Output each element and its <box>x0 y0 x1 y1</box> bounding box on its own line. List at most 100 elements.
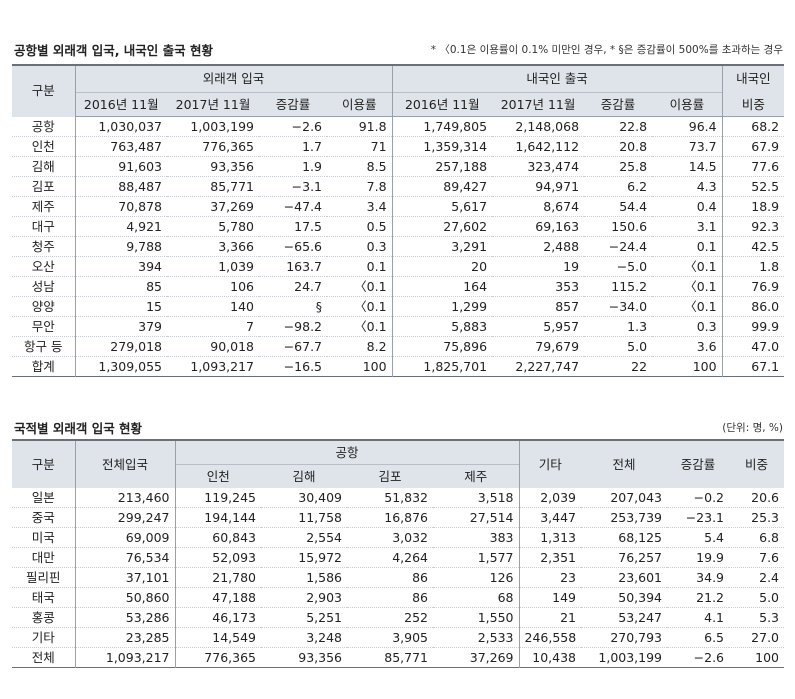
table-cell: 16,876 <box>347 507 433 528</box>
header-share: 비중 <box>729 440 785 488</box>
table-cell: 253,739 <box>581 507 668 528</box>
table-cell: −3.1 <box>259 176 327 197</box>
table-cell: 17.5 <box>259 216 327 237</box>
table-cell: 0.4 <box>652 196 723 217</box>
table-cell: −2.6 <box>259 116 327 137</box>
row-label: 미국 <box>12 527 75 548</box>
table-cell: 6.2 <box>584 176 653 197</box>
table-row: 일본 213,460 119,245 30,409 51,832 3,518 2,039 20… <box>12 488 785 508</box>
table-cell: 5.0 <box>584 336 653 357</box>
table-cell: 1,003,199 <box>167 116 259 137</box>
row-label: 제주 <box>12 196 75 217</box>
header-sub: 2016년 11월 <box>74 92 167 117</box>
row-label: 청주 <box>12 236 75 257</box>
table-cell: 1,093,217 <box>74 647 175 668</box>
table-cell: 213,460 <box>74 488 175 508</box>
table-cell: 2,488 <box>492 236 585 257</box>
table-cell: 7 <box>167 316 259 337</box>
table-cell: 857 <box>492 296 585 317</box>
table-cell: 5.3 <box>729 607 785 628</box>
table-cell: 1.3 <box>584 316 653 337</box>
table-cell: −65.6 <box>259 236 327 257</box>
table-cell: 353 <box>492 276 585 297</box>
table-row: 오산 394 1,039 163.7 0.1 20 19 −5.0 〈0.1 1.8 <box>12 256 785 277</box>
table-cell: 11,758 <box>261 507 347 528</box>
table-cell: 5,617 <box>391 196 493 217</box>
table-cell: 776,365 <box>174 647 261 668</box>
table-cell: 8.5 <box>327 156 393 177</box>
table-cell: 85,771 <box>167 176 259 197</box>
table-cell: 150.6 <box>584 216 653 237</box>
table-cell: 1,550 <box>433 607 520 628</box>
table-cell: 1,313 <box>518 527 582 548</box>
table-cell: 〈0.1 <box>652 256 723 277</box>
table-cell: 126 <box>433 567 520 588</box>
table-cell: 23,601 <box>581 567 668 588</box>
table-cell: 50,860 <box>74 587 175 608</box>
table-cell: 22.8 <box>584 116 653 137</box>
header-airport: 공항 <box>174 440 520 465</box>
table-cell: 93,356 <box>167 156 259 177</box>
table-cell: 14,549 <box>174 627 261 648</box>
row-label: 기타 <box>12 627 75 648</box>
table-cell: 4.1 <box>667 607 730 628</box>
table-cell: 51,832 <box>347 488 433 508</box>
table-cell: 5.0 <box>729 587 785 608</box>
table-cell: −0.2 <box>667 488 730 508</box>
table-cell: 3,032 <box>347 527 433 548</box>
table-cell: 21 <box>518 607 582 628</box>
table-cell: 3,248 <box>261 627 347 648</box>
table-cell: 92.3 <box>721 216 785 237</box>
table-cell: −24.4 <box>584 236 653 257</box>
table-cell: 270,793 <box>581 627 668 648</box>
table-cell: 163.7 <box>259 256 327 277</box>
table-cell: 37,269 <box>167 196 259 217</box>
row-label: 오산 <box>12 256 75 277</box>
table-cell: 1,825,701 <box>391 356 493 377</box>
row-label: 합계 <box>31 359 55 374</box>
table-cell: 1,642,112 <box>492 136 585 157</box>
table-cell: 1.8 <box>721 256 785 277</box>
table-cell: 34.9 <box>667 567 730 588</box>
header-share-group: 내국인 <box>721 65 785 93</box>
table-row: 항구 등 279,018 90,018 −67.7 8.2 75,896 79,679 5.0… <box>12 336 785 357</box>
table-cell: 91.8 <box>327 116 393 137</box>
table-cell: 100 <box>692 359 717 374</box>
table-cell: 6.8 <box>729 527 785 548</box>
table-cell: 85 <box>74 276 167 297</box>
row-label: 태국 <box>12 587 75 608</box>
table-cell: 140 <box>167 296 259 317</box>
header-outbound: 내국인 출국 <box>391 65 723 93</box>
table-cell: 68,125 <box>581 527 668 548</box>
table2-unit: (단위: 명, %) <box>722 422 783 434</box>
table-cell: 71 <box>327 136 393 157</box>
header-etc: 기타 <box>518 440 582 488</box>
table-cell: 7.6 <box>729 547 785 568</box>
header-sub: 이용률 <box>327 92 393 117</box>
table-cell: 323,474 <box>492 156 585 177</box>
row-label: 항구 등 <box>12 336 75 357</box>
table-cell: 27.0 <box>729 627 785 648</box>
row-label: 일본 <box>12 488 75 508</box>
table-cell: 3,905 <box>347 627 433 648</box>
table-cell: 2,039 <box>518 488 582 508</box>
table-row: 청주 9,788 3,366 −65.6 0.3 3,291 2,488 −24.4 0.1 42… <box>12 236 785 257</box>
table-cell: 2,903 <box>261 587 347 608</box>
table-row: 제주 70,878 37,269 −47.4 3.4 5,617 8,674 54.4 0.4 1… <box>12 196 785 217</box>
table-cell: 2,227,747 <box>515 359 580 374</box>
table-cell: 1,003,199 <box>598 650 663 665</box>
table-cell: 54.4 <box>584 196 653 217</box>
table-cell: 5,883 <box>391 316 493 337</box>
table-cell: 91,603 <box>74 156 167 177</box>
table-cell: 21.2 <box>667 587 730 608</box>
table-cell: 383 <box>433 527 520 548</box>
table-cell: 763,487 <box>74 136 167 157</box>
nationality-table: 구분 전체입국 공항 기타 전체 증감률 비중 인천 김해 김포 제주 일본 21… <box>12 439 785 668</box>
table-cell: 299,247 <box>74 507 175 528</box>
table-cell: 68 <box>433 587 520 608</box>
table-cell: 〈0.1 <box>327 316 393 337</box>
table-cell: 86.0 <box>721 296 785 317</box>
table-cell: 〈0.1 <box>652 296 723 317</box>
table-cell: 89,427 <box>391 176 493 197</box>
table-cell: 3.4 <box>327 196 393 217</box>
